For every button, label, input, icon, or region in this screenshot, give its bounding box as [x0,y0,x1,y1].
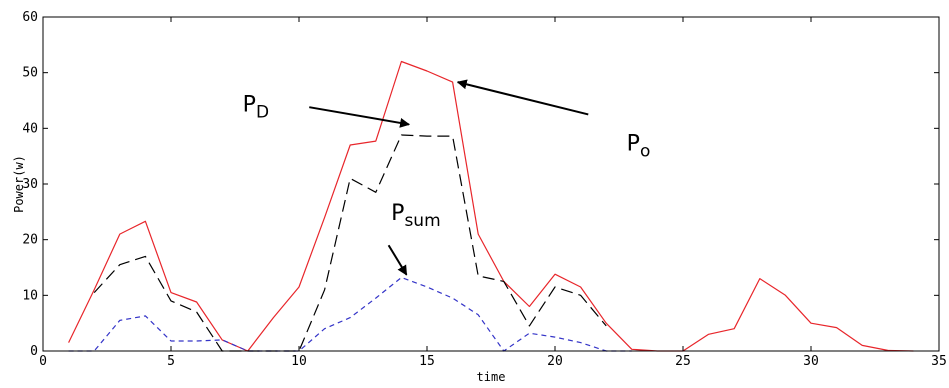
series-layer [68,60,914,352]
x-axis-title: time [477,370,506,383]
annotation-label-psum: Psum [391,201,440,231]
series-line-psum [68,276,632,352]
y-tick-label: 60 [22,10,38,25]
y-tick-label: 50 [22,66,38,81]
x-tick-label: 5 [167,354,175,369]
x-tick-label: 35 [931,354,947,369]
x-tick-label: 0 [39,354,47,369]
series-line-po [68,60,914,352]
plot-area-frame [42,16,940,352]
x-tick-label: 25 [675,354,691,369]
annotation-arrow-po [456,79,589,116]
x-tick-label: 10 [291,354,307,369]
y-tick-label: 20 [22,233,38,248]
y-tick-label: 30 [22,177,38,192]
annotation-label-subscript: D [256,103,269,123]
annotation-label-subscript: sum [404,211,440,231]
annotation-label-main: P [627,132,640,157]
annotation-arrow-psum [387,244,408,276]
x-tick-label: 20 [547,354,563,369]
annotation-label-subscript: o [640,142,650,162]
annotation-label-main: P [243,93,256,118]
annotation-arrow-pd [309,106,411,128]
annotation-label-po: Po [627,132,651,162]
axis-ticks: 0 5 10 15 20 25 30 35 0 10 20 30 40 50 60 [22,10,946,369]
y-tick-label: 10 [22,288,38,303]
series-line-pd [93,134,607,352]
x-tick-label: 30 [803,354,819,369]
x-tick-label: 15 [419,354,435,369]
y-axis-title: Power(w) [12,155,26,213]
y-tick-label: 0 [30,344,38,359]
annotation-label-main: P [391,201,404,226]
annotation-label-pd: PD [243,93,269,123]
y-tick-label: 40 [22,121,38,136]
